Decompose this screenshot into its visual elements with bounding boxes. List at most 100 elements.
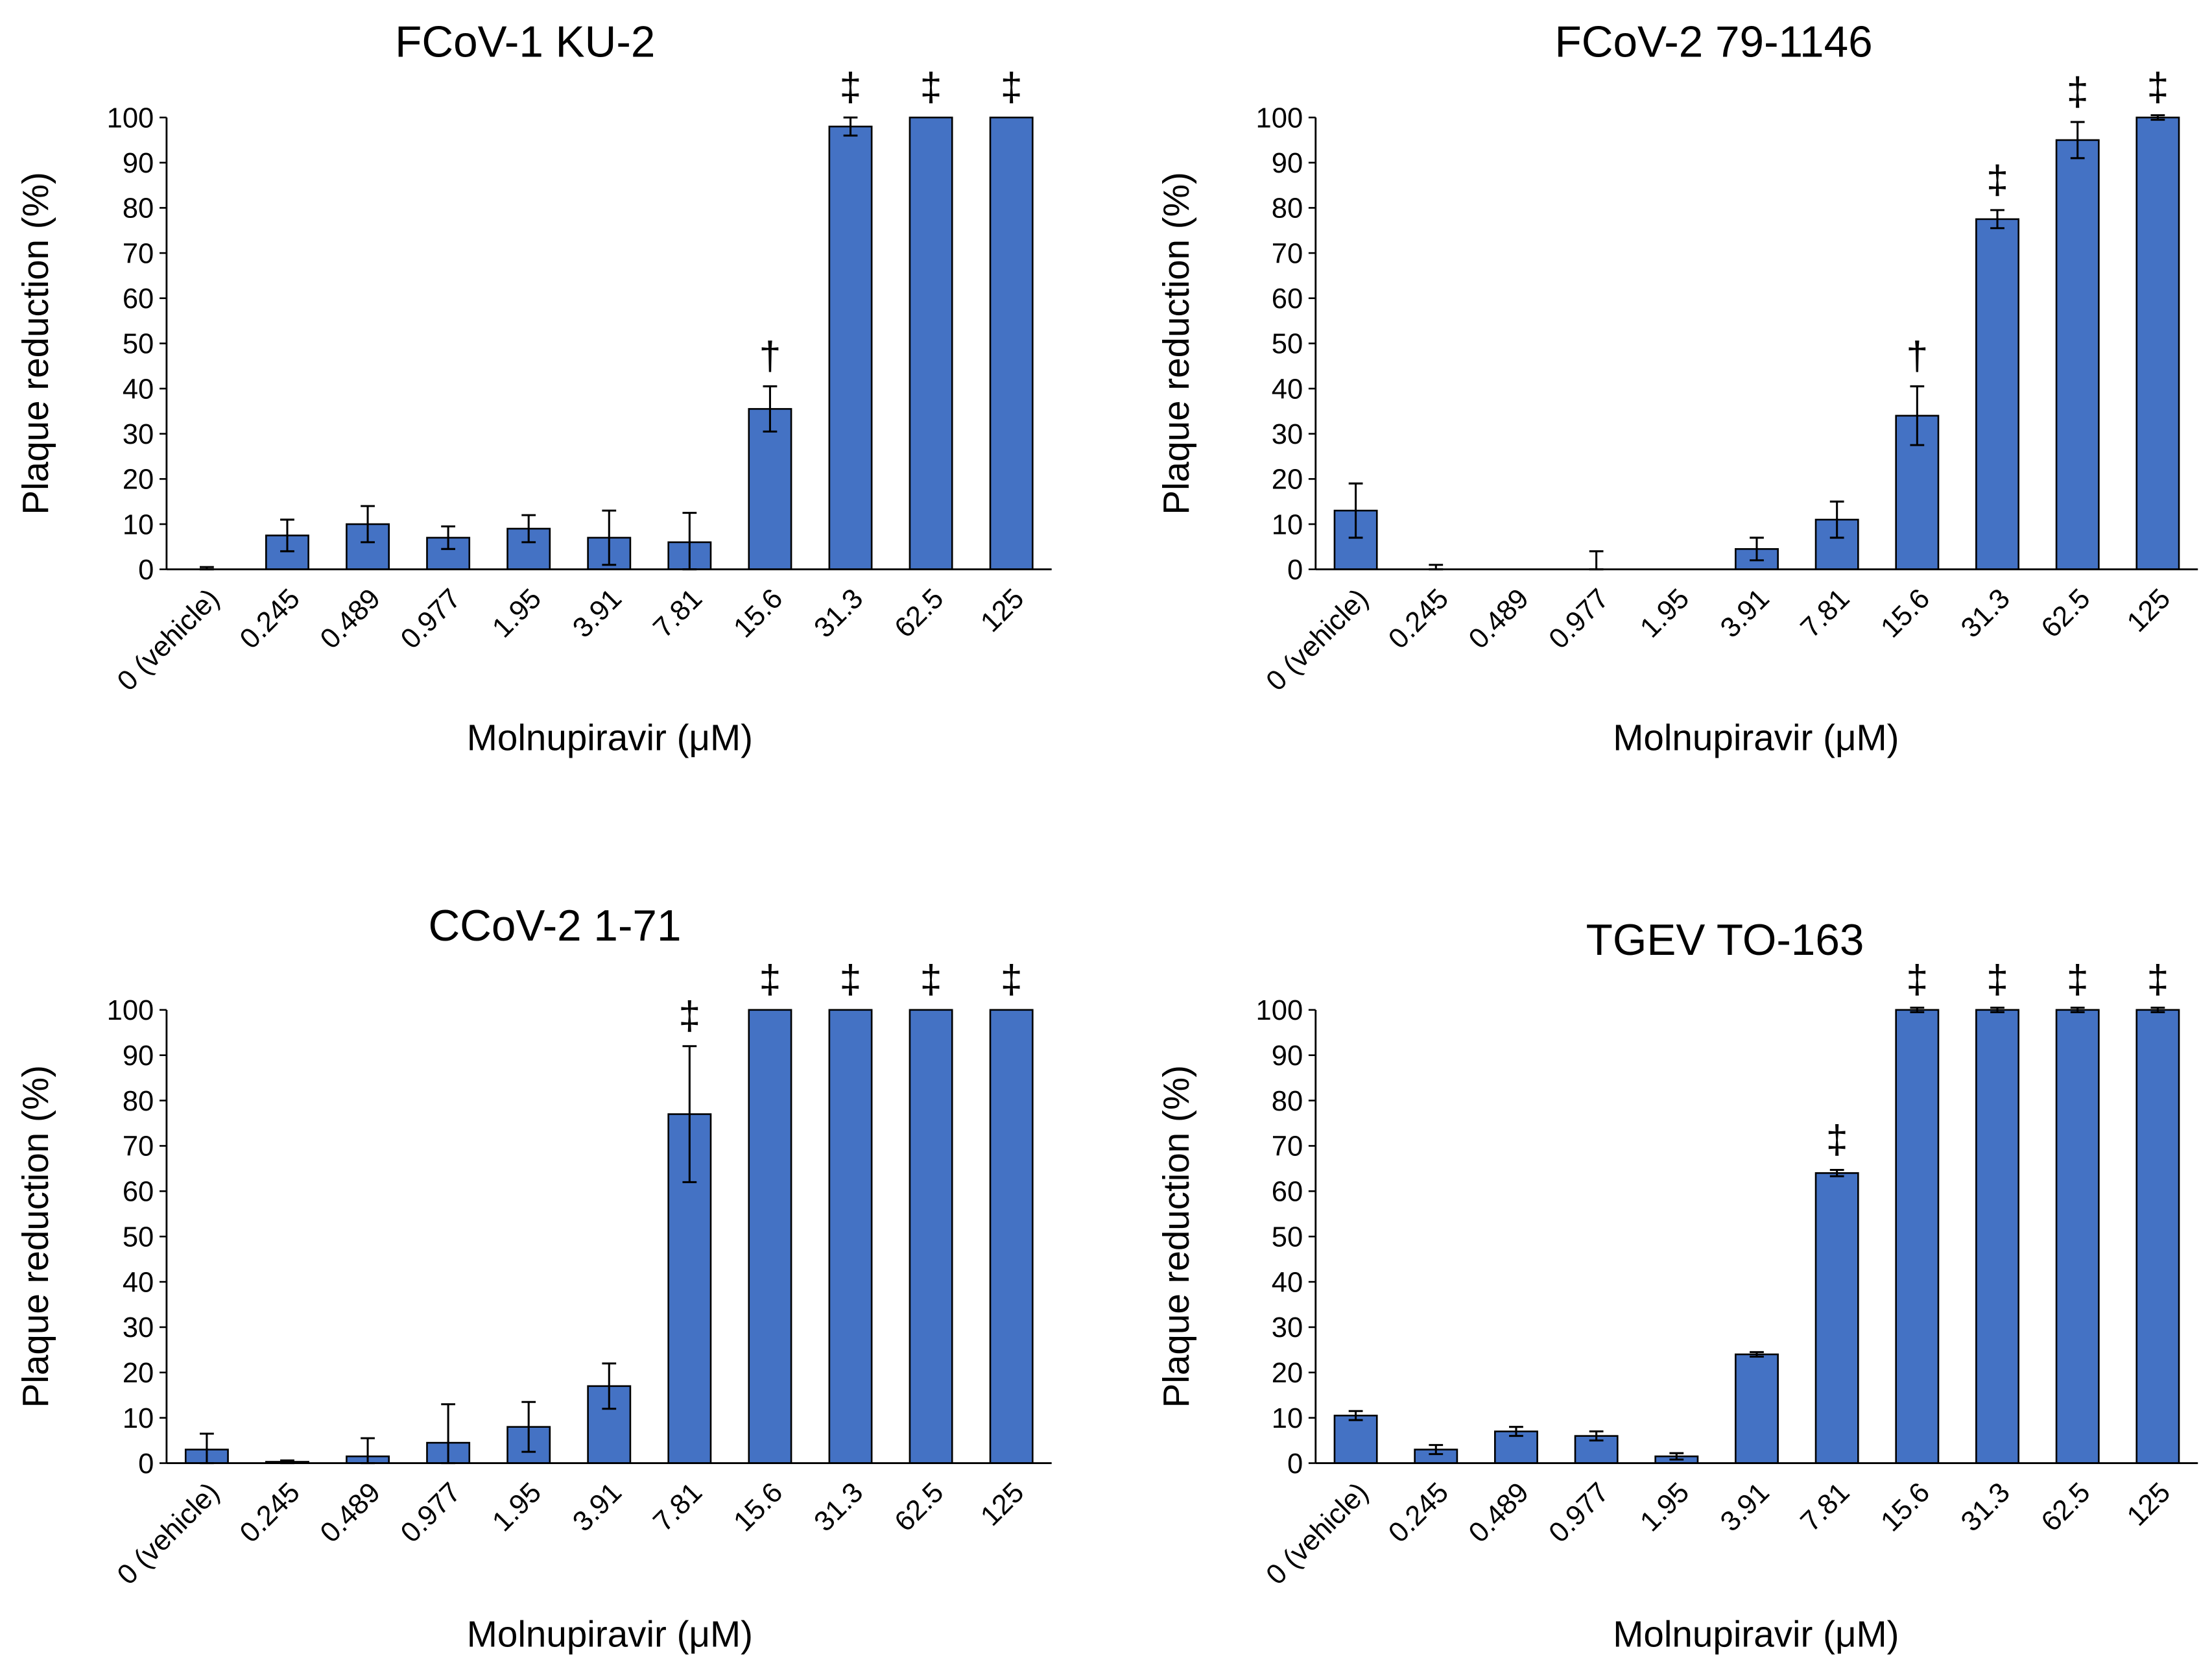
x-tick-label: 31.3 (1955, 1477, 2016, 1538)
x-tick-label: 7.81 (647, 583, 708, 644)
significance-marker: ‡ (1986, 158, 2008, 202)
y-tick-label: 40 (123, 374, 154, 405)
x-tick-label: 7.81 (647, 1477, 708, 1538)
x-tick-label: 3.91 (1715, 1477, 1776, 1538)
y-tick-label: 60 (123, 1177, 154, 1208)
y-tick-label: 80 (1272, 193, 1303, 224)
y-tick-label: 100 (1256, 995, 1303, 1026)
significance-marker: ‡ (2147, 957, 2169, 1002)
bar (748, 1009, 792, 1464)
chart-title: TGEV TO-163 (1586, 916, 1864, 965)
x-tick-label: 15.6 (728, 1477, 789, 1538)
bar (1735, 1353, 1779, 1464)
y-tick-label: 10 (123, 509, 154, 540)
x-tick-label: 0.977 (1543, 1477, 1615, 1549)
y-tick-label: 90 (123, 1040, 154, 1072)
x-tick-label: 125 (975, 583, 1030, 638)
x-tick-label: 125 (2121, 1477, 2176, 1532)
y-axis-label: Plaque reduction (%) (1156, 1065, 1196, 1408)
bar (748, 408, 792, 570)
bar (828, 125, 873, 570)
x-tick-label: 3.91 (567, 1477, 628, 1538)
bar (909, 116, 953, 570)
y-tick-label: 80 (123, 193, 154, 224)
bar (1895, 1009, 1940, 1464)
x-axis-label: Molnupiravir (μM) (467, 1614, 753, 1655)
x-axis-label: Molnupiravir (μM) (1613, 1614, 1899, 1655)
bar (1333, 1414, 1378, 1464)
y-tick-label: 40 (1272, 1267, 1303, 1298)
y-tick-label: 70 (1272, 1131, 1303, 1162)
x-tick-label: 31.3 (1955, 583, 2016, 644)
y-tick-label: 10 (123, 1403, 154, 1434)
x-tick-label: 0.489 (1463, 1477, 1535, 1549)
x-tick-label: 0.977 (1543, 583, 1615, 655)
significance-marker: ‡ (1001, 65, 1023, 109)
significance-marker: ‡ (2067, 69, 2089, 114)
x-tick-label: 0.977 (395, 1477, 467, 1549)
significance-marker: ‡ (840, 957, 862, 1002)
x-tick-label: 3.91 (1715, 583, 1776, 644)
x-tick-label: 15.6 (1875, 1477, 1936, 1538)
bar (909, 1009, 953, 1464)
x-tick-label: 0 (vehicle) (1261, 583, 1375, 697)
x-tick-label: 7.81 (1795, 583, 1856, 644)
significance-marker: ‡ (2147, 65, 2169, 109)
y-tick-label: 40 (123, 1267, 154, 1298)
bar (989, 116, 1034, 570)
y-tick-label: 20 (123, 464, 154, 496)
x-tick-label: 0.977 (395, 583, 467, 655)
chart-title: FCoV-2 79-1146 (1555, 18, 1873, 67)
y-tick-label: 90 (123, 148, 154, 179)
x-tick-label: 0 (vehicle) (1261, 1477, 1375, 1591)
significance-marker: † (759, 333, 781, 378)
y-tick-label: 20 (1272, 1358, 1303, 1389)
chart-panel-1: FCoV-1 KU-2 0 10 20 30 40 50 60 70 80 90 100 Plaque … (15, 18, 1052, 758)
significance-marker: ‡ (678, 994, 700, 1038)
y-tick-label: 60 (1272, 283, 1303, 315)
y-tick-label: 20 (123, 1358, 154, 1389)
significance-marker: ‡ (759, 957, 781, 1002)
chart-title: CCoV-2 1-71 (428, 902, 681, 950)
significance-marker: ‡ (1986, 957, 2008, 1002)
y-tick-label: 0 (1287, 1449, 1303, 1480)
y-tick-label: 40 (1272, 374, 1303, 405)
x-tick-label: 62.5 (889, 1477, 950, 1538)
x-tick-label: 15.6 (728, 583, 789, 644)
y-tick-label: 30 (1272, 419, 1303, 450)
significance-marker: ‡ (1906, 957, 1928, 1002)
bar (2135, 1009, 2180, 1464)
y-tick-label: 100 (1256, 102, 1303, 134)
x-tick-label: 1.95 (1634, 583, 1695, 644)
y-tick-label: 30 (123, 1312, 154, 1343)
x-tick-label: 15.6 (1875, 583, 1936, 644)
y-tick-label: 50 (123, 329, 154, 360)
x-tick-label: 3.91 (567, 583, 628, 644)
significance-marker: ‡ (1001, 957, 1023, 1002)
x-tick-label: 1.95 (486, 583, 547, 644)
significance-marker: ‡ (920, 957, 942, 1002)
x-tick-label: 0.245 (234, 1477, 306, 1549)
chart-title: FCoV-1 KU-2 (395, 18, 655, 67)
y-tick-label: 0 (138, 555, 154, 586)
y-tick-label: 0 (1287, 555, 1303, 586)
x-tick-label: 0.489 (1463, 583, 1535, 655)
x-tick-label: 125 (975, 1477, 1030, 1532)
bar (2135, 116, 2180, 570)
bar (2055, 139, 2100, 570)
y-axis-label: Plaque reduction (%) (15, 172, 56, 514)
x-tick-label: 31.3 (809, 1477, 870, 1538)
x-tick-label: 0.245 (1383, 583, 1455, 655)
chart-panel-3: CCoV-2 1-71 0 10 20 30 40 50 60 70 80 90 100 Plaque … (15, 902, 1052, 1655)
y-tick-label: 60 (1272, 1177, 1303, 1208)
x-tick-label: 31.3 (809, 583, 870, 644)
x-tick-label: 0.489 (315, 1477, 387, 1549)
y-tick-label: 80 (1272, 1086, 1303, 1117)
y-tick-label: 30 (123, 419, 154, 450)
x-axis-label: Molnupiravir (μM) (467, 717, 753, 758)
significance-marker: ‡ (2067, 957, 2089, 1002)
y-axis-label: Plaque reduction (%) (15, 1065, 56, 1408)
x-tick-label: 0 (vehicle) (112, 1477, 226, 1591)
